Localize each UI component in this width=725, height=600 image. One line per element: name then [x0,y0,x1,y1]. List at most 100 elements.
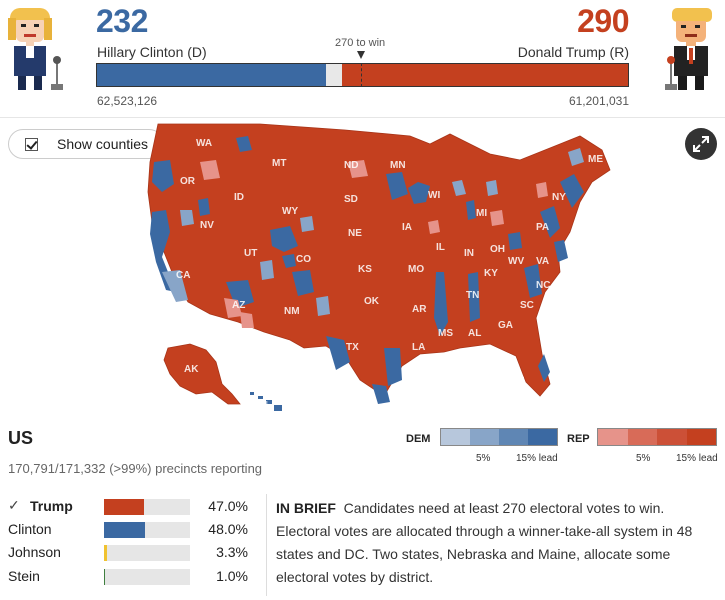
state-label: IN [464,248,474,259]
candidate-percent: 1.0% [216,568,248,584]
clinton-avatar [8,8,52,90]
state-label: ID [234,192,244,203]
hawaii-shape[interactable] [250,392,282,411]
show-counties-toggle[interactable]: Show counties [8,129,164,159]
state-label: ME [588,154,603,165]
candidate-row-stein: Stein 1.0% [8,567,258,587]
section-divider [266,494,267,596]
candidate-vote-fill [104,545,107,561]
state-label: NM [284,306,300,317]
trump-name: Donald Trump (R) [517,44,629,60]
state-label: FL [512,370,524,381]
expand-icon [693,136,709,152]
region-title: US [8,428,34,448]
legend-swatch [686,429,716,445]
state-label: KY [484,268,498,279]
legend-swatch [441,429,470,445]
threshold-label: 270 to win [335,37,386,49]
state-label: MT [272,158,286,169]
dem-counties [150,136,584,404]
legend-swatch [598,429,628,445]
state-label: AL [468,328,481,339]
light-dem-counties [162,148,584,316]
state-label: KS [358,264,372,275]
state-label: WI [428,190,440,201]
show-counties-label: Show counties [57,136,149,152]
threshold-line [361,63,362,87]
candidate-row-clinton: Clinton 48.0% [8,520,258,540]
candidate-percent: 48.0% [208,521,248,537]
legend-dem-tick-15: 15% lead [516,453,558,464]
state-label: MS [438,328,453,339]
lever-icon [51,56,63,90]
state-label: OK [364,296,380,307]
legend-rep-label: REP [567,433,590,445]
candidate-name: Stein [8,568,40,584]
candidate-percent: 3.3% [216,544,248,560]
legend-swatch [528,429,557,445]
state-label: NY [552,192,566,203]
trump-electoral-votes: 290 [577,3,629,39]
state-label: TX [346,342,359,353]
state-label: VA [536,256,549,267]
state-label: WY [282,206,298,217]
candidate-vote-fill [104,569,106,585]
state-label: AK [184,364,199,375]
state-label: SC [520,300,534,311]
legend-swatch [470,429,499,445]
clinton-popular-vote: 62,523,126 [97,94,158,108]
state-label: LA [412,342,425,353]
fullscreen-button[interactable] [685,128,717,160]
candidate-vote-bar [104,522,190,538]
legend-dem-scale [440,428,558,446]
legend-dem-tick-5: 5% [476,453,491,464]
state-label: NE [348,228,362,239]
legend-dem-label: DEM [406,433,431,445]
state-label: NV [200,220,214,231]
results-header: 232 290 Hillary Clinton (D) Donald Trump… [0,0,725,118]
state-label: CA [176,270,190,281]
legend-rep-scale [597,428,717,446]
candidate-name: Johnson [8,544,61,560]
candidate-vote-bar [104,499,190,515]
clinton-electoral-votes: 232 [96,3,148,39]
lever-icon [665,56,677,90]
candidate-name: Trump [30,498,73,514]
state-label: HI [258,400,268,411]
legend-rep-tick-5: 5% [636,453,651,464]
light-rep-counties [200,160,548,328]
legend-swatch [657,429,687,445]
candidate-vote-fill [104,499,145,515]
state-label: IL [436,242,445,253]
state-label: PA [536,222,549,233]
state-label: GA [498,320,513,331]
electoral-vote-bar [96,63,629,87]
state-label: UT [244,248,257,259]
candidate-vote-fill [104,522,146,538]
state-label: MI [476,208,487,219]
electoral-bar-rep [341,64,628,86]
candidate-row-trump: ✓ Trump 47.0% [8,497,258,517]
state-label: SD [344,194,358,205]
state-labels: WA OR CA ID NV MT WY UT AZ CO NM ND SD N… [176,138,603,411]
state-label: OR [180,176,196,187]
state-label: MO [408,264,424,275]
candidate-vote-bar [104,545,190,561]
winner-check-icon: ✓ [8,497,20,513]
trump-popular-vote: 61,201,031 [568,94,629,108]
trump-avatar [672,8,712,90]
us-election-map[interactable]: WA OR CA ID NV MT WY UT AZ CO NM ND SD N… [140,122,620,422]
state-label: AR [412,304,427,315]
electoral-bar-dem [97,64,326,86]
in-brief-title: IN BRIEF [276,500,336,516]
state-label: WA [196,138,212,149]
state-label: AZ [232,300,245,311]
candidate-percent: 47.0% [208,498,248,514]
candidate-row-johnson: Johnson 3.3% [8,543,258,563]
show-counties-checkbox[interactable] [25,137,38,151]
legend-swatch [627,429,657,445]
in-brief-text: IN BRIEF Candidates need at least 270 el… [276,497,716,589]
legend-swatch [499,429,528,445]
alaska-shape[interactable] [163,343,241,405]
threshold-arrow-icon [357,51,365,59]
